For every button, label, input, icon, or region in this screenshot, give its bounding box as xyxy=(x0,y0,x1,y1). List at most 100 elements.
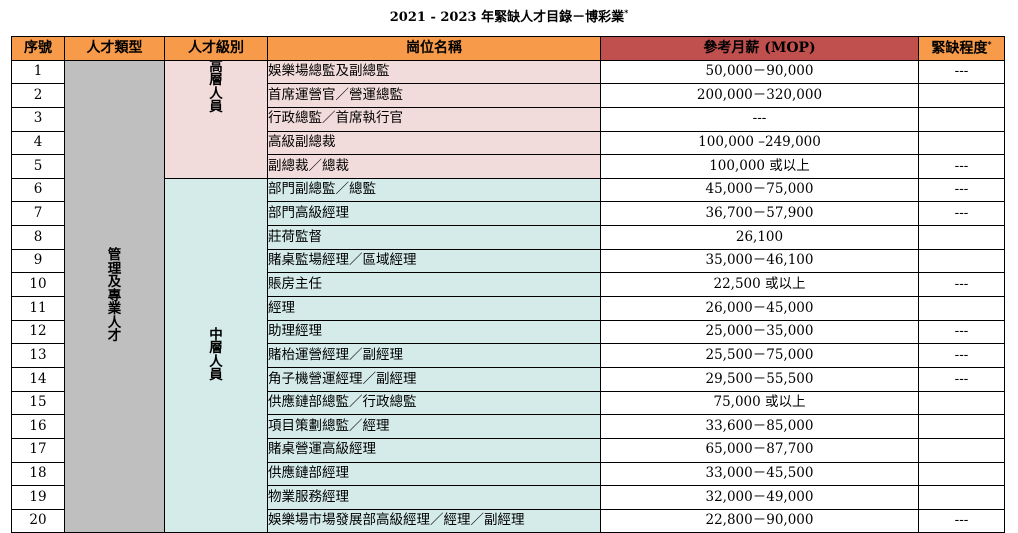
shortage-level: --- xyxy=(918,154,1005,179)
shortage-level: --- xyxy=(918,59,1005,85)
talent-type-cell: 管理及專業人才 xyxy=(64,59,165,533)
position-name: 供應鏈部經理 xyxy=(267,461,601,487)
row-number: 4 xyxy=(11,130,65,156)
table-row: 9 賭桌監場經理／區域經理 35,000－46,100 xyxy=(11,248,1005,274)
row-number: 17 xyxy=(11,437,65,463)
table-row: 4 高級副總裁 100,000 –249,000 xyxy=(11,130,1005,156)
header-type: 人才類型 xyxy=(64,36,165,61)
table-row: 1 管理及專業人才 高層人員 娛樂場總監及副總監 50,000－90,000 --- xyxy=(11,59,1005,533)
table-row: 8 莊荷監督 26,100 xyxy=(11,225,1005,250)
row-number: 3 xyxy=(11,106,65,132)
table-row: 2 首席運營官／營運總監 200,000－320,000 xyxy=(11,83,1005,108)
shortage-level xyxy=(918,414,1005,439)
position-name: 賭桌營運高級經理 xyxy=(267,437,601,463)
shortage-level xyxy=(918,106,1005,132)
shortage-level: --- xyxy=(918,508,1005,533)
header-no: 序號 xyxy=(11,36,65,61)
row-number: 12 xyxy=(11,319,65,345)
table-row: 11 經理 26,000－45,000 xyxy=(11,296,1005,321)
row-number: 18 xyxy=(11,461,65,487)
row-number: 7 xyxy=(11,201,65,227)
position-name: 部門副總監／總監 xyxy=(267,177,601,203)
row-number: 1 xyxy=(11,59,65,85)
table-row: 17 賭桌營運高級經理 65,000－87,700 xyxy=(11,437,1005,463)
shortage-level xyxy=(918,296,1005,321)
row-number: 20 xyxy=(11,508,65,533)
reference-salary: 45,000－75,000 xyxy=(600,177,919,203)
row-number: 16 xyxy=(11,414,65,439)
table-row: 14 角子機營運經理／副經理 29,500－55,500 --- xyxy=(11,366,1005,392)
reference-salary: --- xyxy=(600,106,919,132)
position-name: 角子機營運經理／副經理 xyxy=(267,366,601,392)
shortage-level xyxy=(918,437,1005,463)
row-number: 8 xyxy=(11,225,65,250)
table-row: 5 副總裁／總裁 100,000 或以上 --- xyxy=(11,154,1005,179)
shortage-level: --- xyxy=(918,366,1005,392)
shortage-level: --- xyxy=(918,319,1005,345)
shortage-level xyxy=(918,130,1005,156)
reference-salary: 35,000－46,100 xyxy=(600,248,919,274)
shortage-level: --- xyxy=(918,272,1005,298)
reference-salary: 36,700－57,900 xyxy=(600,201,919,227)
row-number: 11 xyxy=(11,296,65,321)
shortage-level xyxy=(918,390,1005,416)
talent-table: 序號 人才類型 人才級別 崗位名稱 參考月薪 (MOP) 緊缺程度* 1 管理及專… xyxy=(11,36,1005,533)
shortage-level xyxy=(918,83,1005,108)
position-name: 助理經理 xyxy=(267,319,601,345)
reference-salary: 33,600－85,000 xyxy=(600,414,919,439)
reference-salary: 50,000－90,000 xyxy=(600,59,919,85)
position-name: 部門高級經理 xyxy=(267,201,601,227)
shortage-level xyxy=(918,485,1005,510)
row-number: 6 xyxy=(11,177,65,203)
header-position: 崗位名稱 xyxy=(267,36,601,61)
reference-salary: 26,100 xyxy=(600,225,919,250)
shortage-level xyxy=(918,225,1005,250)
reference-salary: 33,000－45,500 xyxy=(600,461,919,487)
row-number: 5 xyxy=(11,154,65,179)
shortage-level: --- xyxy=(918,177,1005,203)
position-name: 首席運營官／營運總監 xyxy=(267,83,601,108)
reference-salary: 25,000－35,000 xyxy=(600,319,919,345)
position-name: 行政總監／首席執行官 xyxy=(267,106,601,132)
row-number: 15 xyxy=(11,390,65,416)
table-row: 10 賬房主任 22,500 或以上 --- xyxy=(11,272,1005,298)
position-name: 娛樂場總監及副總監 xyxy=(267,59,601,85)
table-row: 15 供應鏈部總監／行政總監 75,000 或以上 xyxy=(11,390,1005,416)
reference-salary: 100,000 或以上 xyxy=(600,154,919,179)
row-number: 10 xyxy=(11,272,65,298)
reference-salary: 22,500 或以上 xyxy=(600,272,919,298)
position-name: 供應鏈部總監／行政總監 xyxy=(267,390,601,416)
position-name: 物業服務經理 xyxy=(267,485,601,510)
level-middle-cell: 中層人員 xyxy=(164,177,268,533)
header-row: 序號 人才類型 人才級別 崗位名稱 參考月薪 (MOP) 緊缺程度* xyxy=(11,36,1005,61)
row-number: 9 xyxy=(11,248,65,274)
reference-salary: 200,000－320,000 xyxy=(600,83,919,108)
position-name: 項目策劃總監／經理 xyxy=(267,414,601,439)
position-name: 高級副總裁 xyxy=(267,130,601,156)
header-level: 人才級別 xyxy=(164,36,268,61)
header-salary: 參考月薪 (MOP) xyxy=(600,36,919,61)
position-name: 賬房主任 xyxy=(267,272,601,298)
position-name: 經理 xyxy=(267,296,601,321)
position-name: 賭枱運營經理／副經理 xyxy=(267,343,601,368)
position-name: 娛樂場市場發展部高級經理／經理／副經理 xyxy=(267,508,601,533)
table-row: 3 行政總監／首席執行官 --- xyxy=(11,106,1005,132)
row-number: 13 xyxy=(11,343,65,368)
position-name: 副總裁／總裁 xyxy=(267,154,601,179)
position-name: 賭桌監場經理／區域經理 xyxy=(267,248,601,274)
shortage-level: --- xyxy=(918,201,1005,227)
row-number: 14 xyxy=(11,366,65,392)
position-name: 莊荷監督 xyxy=(267,225,601,250)
header-shortage: 緊缺程度* xyxy=(918,36,1005,61)
reference-salary: 29,500－55,500 xyxy=(600,366,919,392)
reference-salary: 100,000 –249,000 xyxy=(600,130,919,156)
table-row: 16 項目策劃總監／經理 33,600－85,000 xyxy=(11,414,1005,439)
reference-salary: 25,500－75,000 xyxy=(600,343,919,368)
reference-salary: 22,800－90,000 xyxy=(600,508,919,533)
reference-salary: 75,000 或以上 xyxy=(600,390,919,416)
page-title: 2021 - 2023 年緊缺人才目錄－博彩業* xyxy=(389,7,629,25)
shortage-level: --- xyxy=(918,343,1005,368)
reference-salary: 26,000－45,000 xyxy=(600,296,919,321)
table-row: 12 助理經理 25,000－35,000 --- xyxy=(11,319,1005,345)
level-senior-cell: 高層人員 xyxy=(164,59,268,179)
